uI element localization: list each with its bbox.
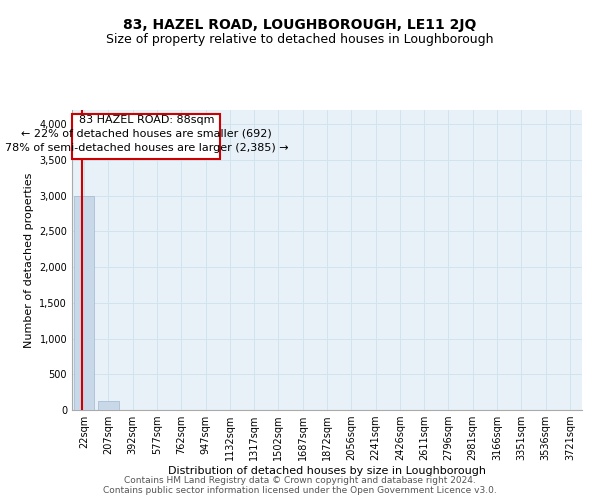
Text: 83, HAZEL ROAD, LOUGHBOROUGH, LE11 2JQ: 83, HAZEL ROAD, LOUGHBOROUGH, LE11 2JQ [124,18,476,32]
Text: Size of property relative to detached houses in Loughborough: Size of property relative to detached ho… [106,32,494,46]
Text: 78% of semi-detached houses are larger (2,385) →: 78% of semi-detached houses are larger (… [5,142,288,152]
Y-axis label: Number of detached properties: Number of detached properties [24,172,34,348]
Text: 83 HAZEL ROAD: 88sqm: 83 HAZEL ROAD: 88sqm [79,115,214,125]
FancyBboxPatch shape [73,114,220,160]
X-axis label: Distribution of detached houses by size in Loughborough: Distribution of detached houses by size … [168,466,486,476]
Bar [74,196,94,410]
Text: Contains HM Land Registry data © Crown copyright and database right 2024.
Contai: Contains HM Land Registry data © Crown c… [103,476,497,495]
Bar [98,402,119,410]
Text: ← 22% of detached houses are smaller (692): ← 22% of detached houses are smaller (69… [21,129,272,139]
